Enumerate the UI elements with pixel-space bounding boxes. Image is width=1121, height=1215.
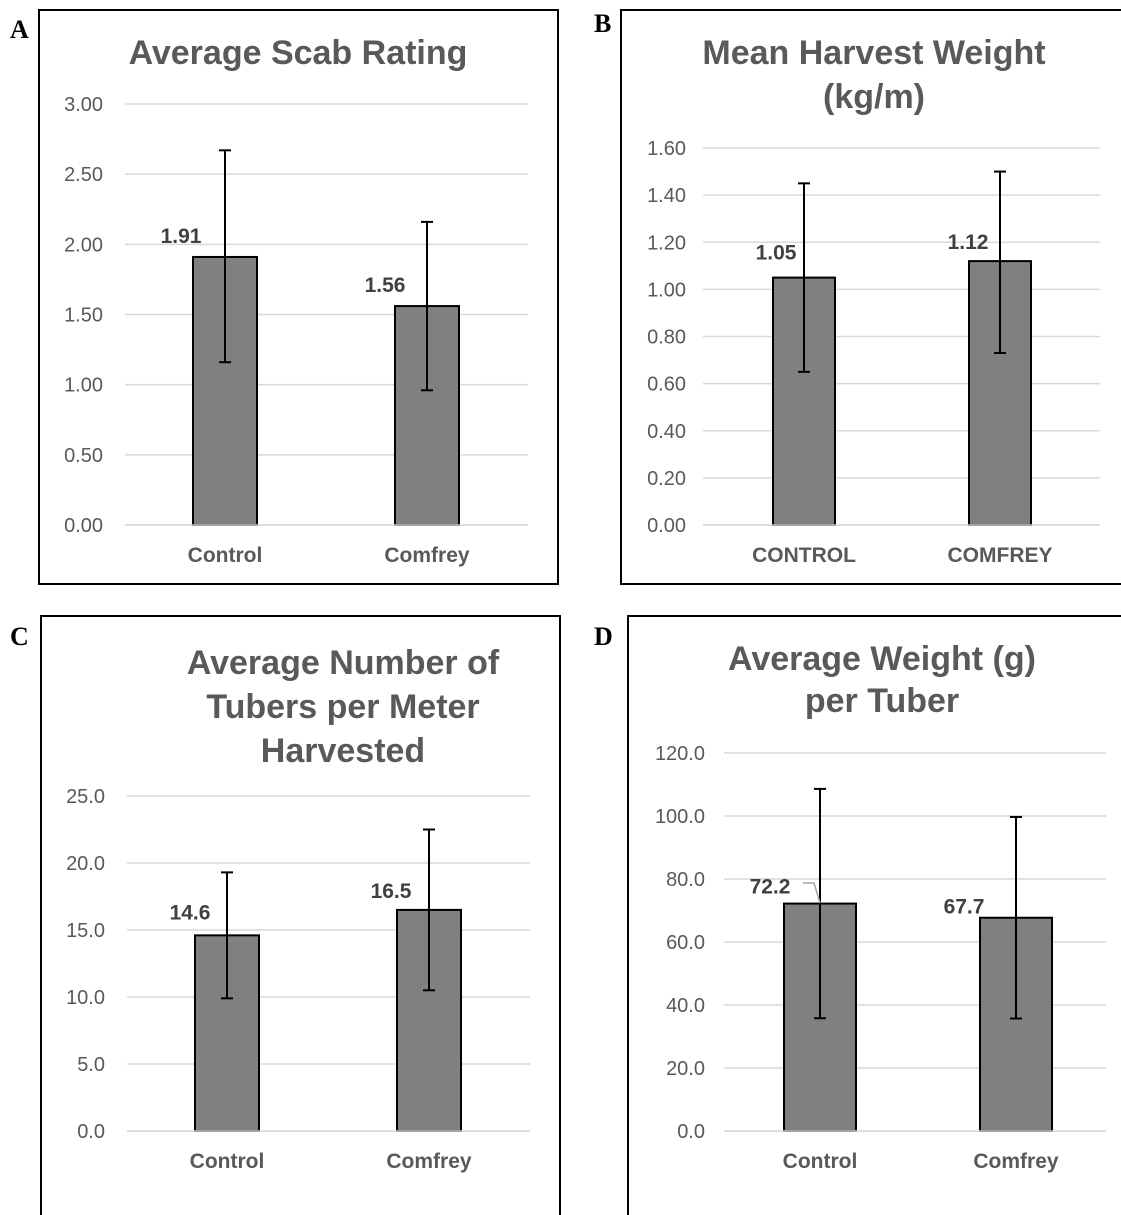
chart-panel-c [40, 615, 561, 1215]
chart-title-d-line-2: per Tuber [805, 682, 959, 720]
y-tick-label-c-4: 20.0 [66, 853, 105, 875]
x-category-label-b-comfrey: COMFREY [948, 544, 1053, 567]
charts-canvas: Average Scab Rating 0.00 0.50 1.00 1.50 2.00 2… [64, 34, 1106, 1173]
y-tick-label-b-2: 0.40 [647, 421, 686, 443]
panel-letter-a: A [10, 15, 29, 44]
data-label-a-control: 1.91 [161, 225, 202, 248]
y-tick-label-c-1: 5.0 [77, 1054, 105, 1076]
x-category-label-d-comfrey: Comfrey [973, 1150, 1059, 1173]
data-label-c-comfrey: 16.5 [371, 880, 412, 903]
chart-title-b-line-1: Mean Harvest Weight [702, 34, 1045, 72]
y-tick-label-a-6: 3.00 [64, 94, 103, 116]
y-tick-label-d-5: 100.0 [655, 806, 705, 828]
y-tick-label-b-0: 0.00 [647, 515, 686, 537]
chart-title-b-line-2: (kg/m) [823, 78, 925, 116]
y-tick-label-d-2: 40.0 [666, 995, 705, 1017]
y-tick-label-b-6: 1.20 [647, 232, 686, 254]
chart-title-c-line-2: Tubers per Meter [206, 688, 479, 726]
y-tick-label-d-0: 0.0 [677, 1121, 705, 1143]
data-label-a-comfrey: 1.56 [365, 274, 406, 297]
chart-title-d-line-1: Average Weight (g) [728, 640, 1036, 678]
x-category-label-c-control: Control [190, 1150, 265, 1173]
x-category-label-d-control: Control [783, 1150, 858, 1173]
chart-title-c-line-1: Average Number of [187, 644, 500, 682]
y-tick-label-c-3: 15.0 [66, 920, 105, 942]
panel-letter-c: C [10, 622, 29, 651]
data-label-d-control: 72.2 [750, 876, 791, 899]
y-tick-label-a-3: 1.50 [64, 305, 103, 327]
y-tick-label-d-6: 120.0 [655, 743, 705, 765]
x-category-label-c-comfrey: Comfrey [386, 1150, 472, 1173]
y-tick-label-d-3: 60.0 [666, 932, 705, 954]
data-label-d-comfrey: 67.7 [944, 896, 985, 919]
y-tick-label-a-0: 0.00 [64, 515, 103, 537]
data-label-c-control: 14.6 [170, 901, 211, 924]
y-tick-label-b-7: 1.40 [647, 185, 686, 207]
y-tick-label-b-4: 0.80 [647, 327, 686, 349]
y-tick-label-b-8: 1.60 [647, 138, 686, 160]
y-tick-label-a-4: 2.00 [64, 234, 103, 256]
y-tick-label-b-3: 0.60 [647, 374, 686, 396]
data-label-b-control: 1.05 [756, 242, 797, 265]
x-category-label-a-comfrey: Comfrey [384, 544, 470, 567]
chart-panel-b [620, 9, 1121, 585]
y-tick-label-b-5: 1.00 [647, 279, 686, 301]
chart-title-c-line-3: Harvested [261, 732, 425, 770]
y-tick-label-d-4: 80.0 [666, 869, 705, 891]
chart-panel-a [38, 9, 559, 585]
data-label-b-comfrey: 1.12 [948, 231, 989, 254]
chart-title-a-line-1: Average Scab Rating [129, 34, 468, 72]
panel-letter-b: B [594, 9, 612, 38]
label-leader-line-d-0 [803, 882, 821, 904]
x-category-label-a-control: Control [188, 544, 263, 567]
y-tick-label-a-2: 1.00 [64, 375, 103, 397]
y-tick-label-d-1: 20.0 [666, 1058, 705, 1080]
y-tick-label-a-1: 0.50 [64, 445, 103, 467]
y-tick-label-c-5: 25.0 [66, 786, 105, 808]
y-tick-label-c-0: 0.0 [77, 1121, 105, 1143]
y-tick-label-b-1: 0.20 [647, 468, 686, 490]
y-tick-label-c-2: 10.0 [66, 987, 105, 1009]
y-tick-label-a-5: 2.50 [64, 164, 103, 186]
x-category-label-b-control: CONTROL [752, 544, 856, 567]
panel-letter-d: D [594, 622, 613, 651]
